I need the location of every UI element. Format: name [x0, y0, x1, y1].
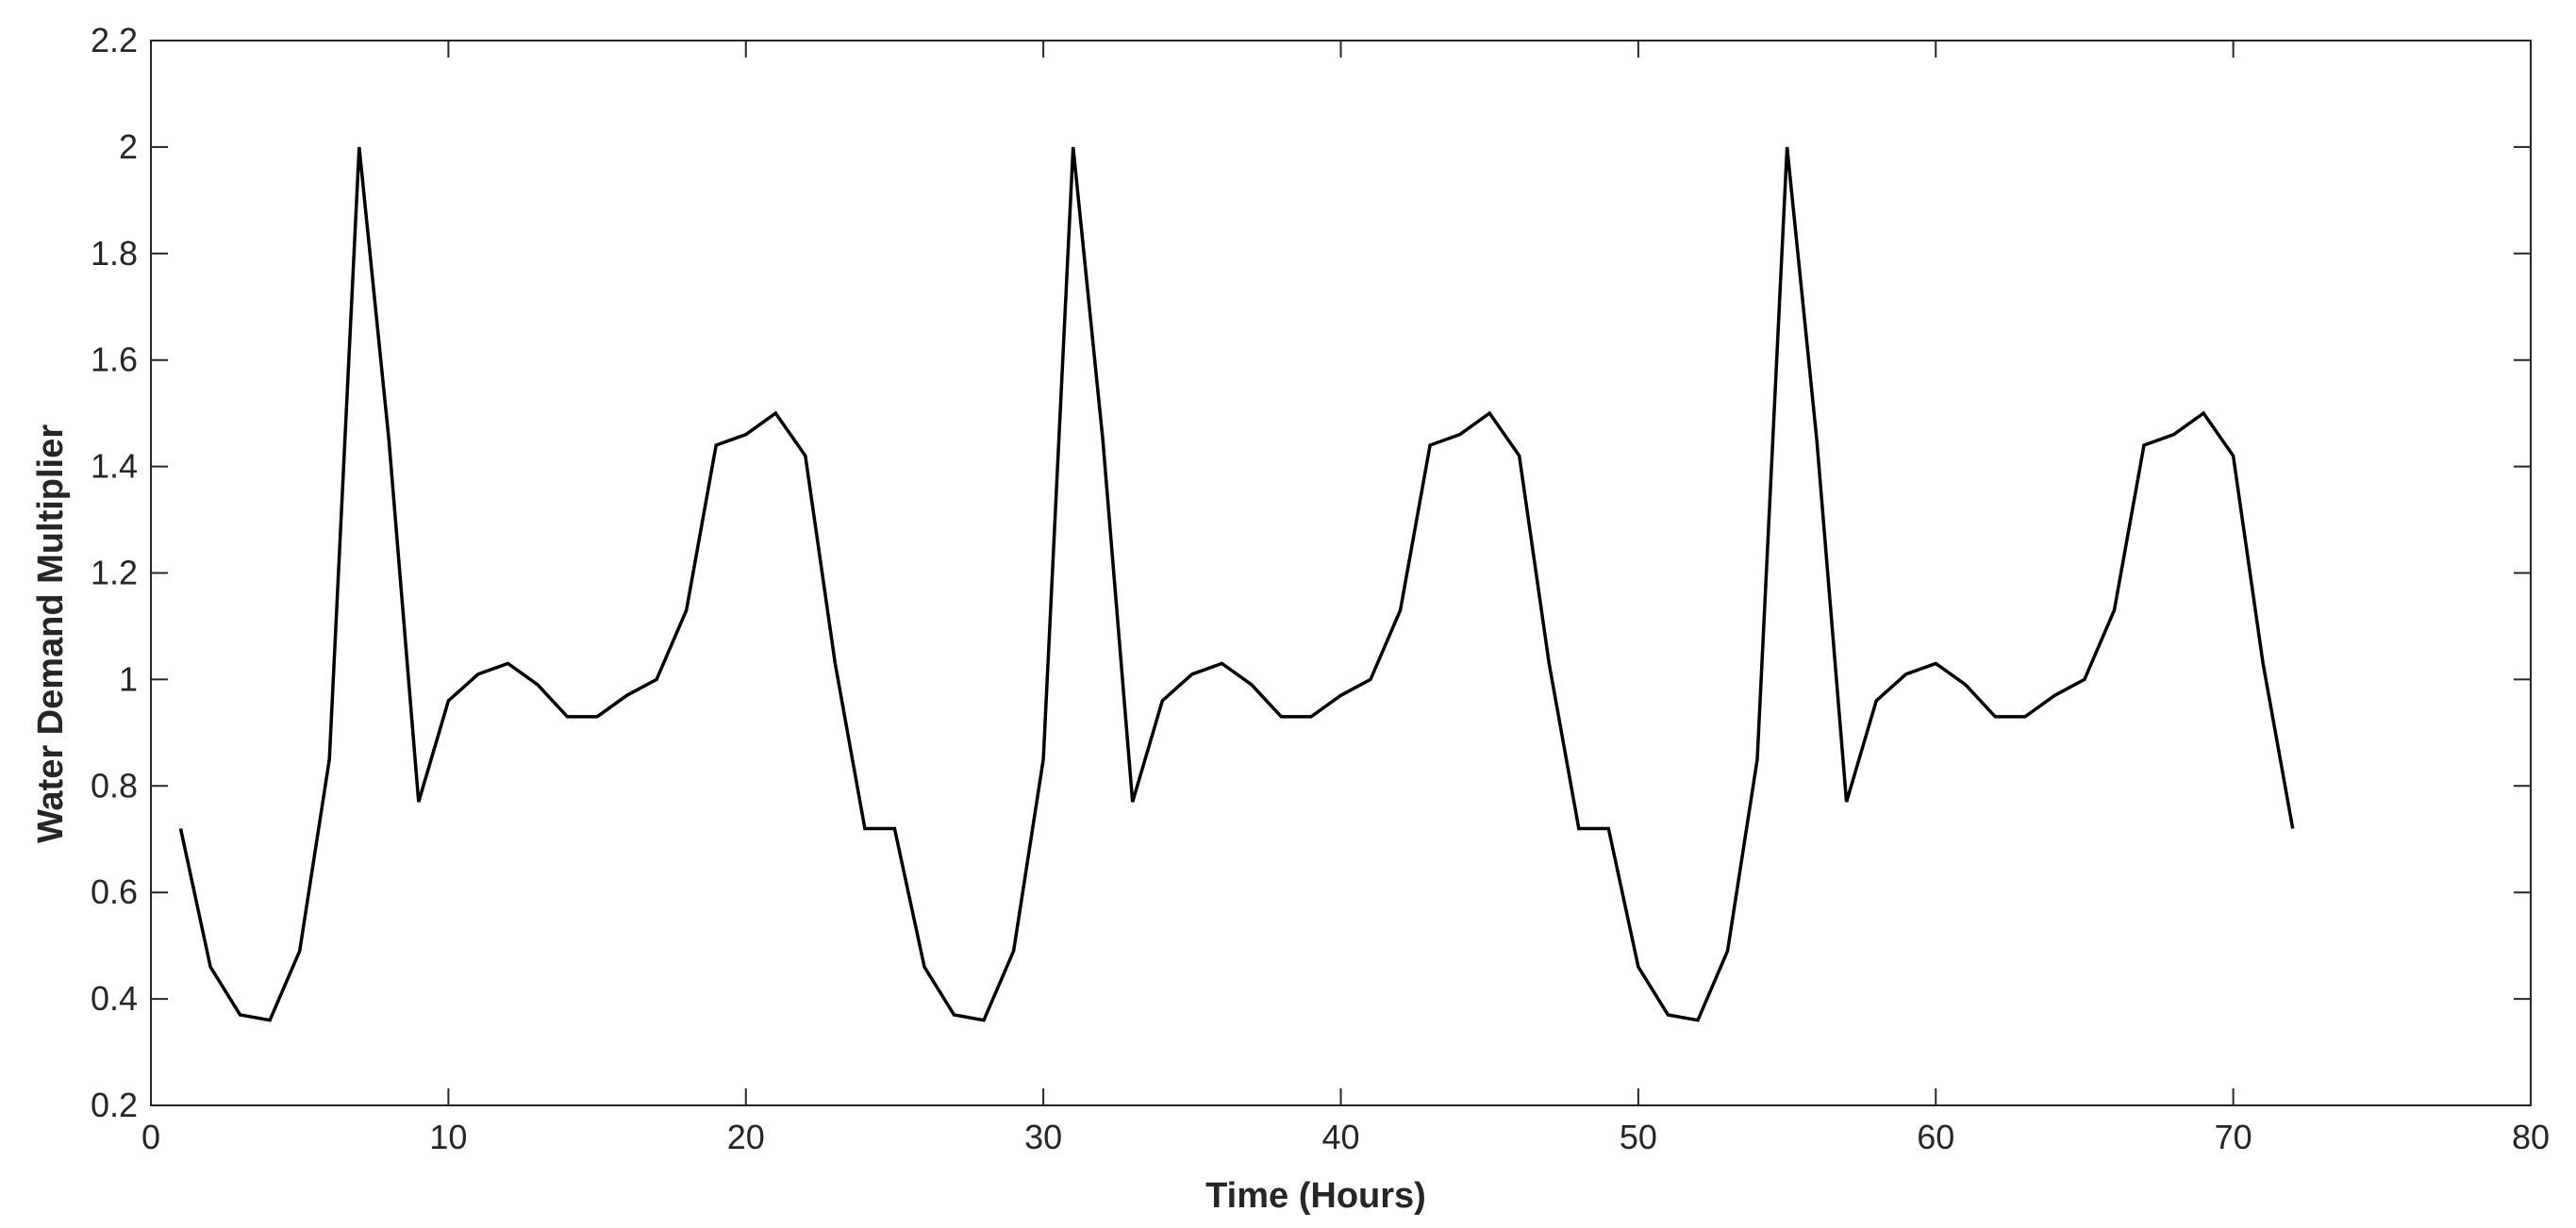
- x-axis-label: Time (Hours): [1205, 1176, 1426, 1216]
- x-tick-label: 70: [2215, 1118, 2252, 1156]
- y-tick-label: 1.8: [91, 234, 138, 273]
- x-tick-label: 20: [727, 1118, 765, 1156]
- y-tick-label: 2: [119, 127, 138, 166]
- y-ticks: 0.2 0.4 0.6 0.8 1 1.2 1.4 1.6 1.8 2 2.2: [91, 21, 2531, 1124]
- y-tick-label: 2.2: [91, 21, 138, 59]
- y-tick-label: 1: [119, 659, 138, 698]
- x-tick-label: 50: [1620, 1118, 1657, 1156]
- series-line: [178, 146, 2295, 1022]
- x-tick-label: 40: [1321, 1118, 1359, 1156]
- series-layer: [178, 146, 2295, 1022]
- y-tick-label: 0.2: [91, 1086, 138, 1124]
- x-tick-label: 60: [1917, 1118, 1954, 1156]
- x-ticks: 0 10 20 30 40 50 60 70 80: [141, 41, 2550, 1156]
- y-tick-label: 0.8: [91, 766, 138, 805]
- x-tick-label: 30: [1024, 1118, 1062, 1156]
- y-tick-label: 1.6: [91, 340, 138, 379]
- plot-box: [150, 40, 2532, 1106]
- axes: [150, 40, 2532, 1106]
- x-tick-label: 80: [2512, 1118, 2550, 1156]
- y-tick-label: 0.4: [91, 979, 138, 1018]
- x-tick-label: 0: [141, 1118, 160, 1156]
- y-axis-label: Water Demand Multiplier: [31, 424, 71, 843]
- y-tick-label: 1.4: [91, 447, 138, 486]
- x-tick-label: 10: [429, 1118, 467, 1156]
- y-tick-label: 0.6: [91, 872, 138, 911]
- y-tick-label: 1.2: [91, 554, 138, 592]
